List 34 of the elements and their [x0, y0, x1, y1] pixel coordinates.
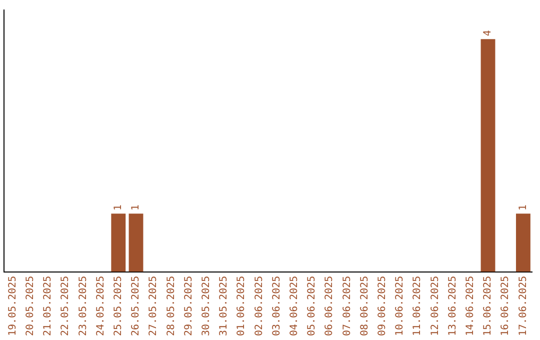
- x-tick-label: 25.05.2025: [112, 276, 124, 336]
- x-tick-label: 06.06.2025: [324, 276, 336, 336]
- x-tick-label: 19.05.2025: [7, 276, 18, 336]
- x-tick-label: 26.05.2025: [130, 276, 142, 336]
- x-tick-label: 15.06.2025: [482, 276, 494, 336]
- x-tick-label: 14.06.2025: [464, 276, 476, 336]
- data-label: 1: [130, 204, 142, 211]
- x-tick-label: 17.06.2025: [518, 276, 529, 336]
- data-label: 4: [482, 30, 494, 36]
- x-tick-label: 30.05.2025: [200, 276, 212, 336]
- x-tick-label: 04.06.2025: [288, 276, 300, 336]
- x-tick-label: 16.06.2025: [500, 276, 512, 336]
- x-tick-label: 12.06.2025: [430, 276, 441, 336]
- x-tick-label: 10.06.2025: [394, 276, 406, 336]
- x-tick-label: 01.06.2025: [236, 276, 248, 336]
- x-tick-label: 28.05.2025: [166, 276, 177, 336]
- x-tick-label: 24.05.2025: [95, 276, 106, 336]
- x-tick-label: 07.06.2025: [342, 276, 353, 336]
- x-tick-label: 21.05.2025: [42, 276, 54, 336]
- x-tick-label: 03.06.2025: [271, 276, 282, 336]
- x-tick-label: 20.05.2025: [24, 276, 36, 336]
- data-label: 1: [112, 204, 124, 211]
- x-tick-label: 22.05.2025: [60, 276, 72, 336]
- x-tick-label: 29.05.2025: [183, 276, 194, 336]
- x-tick-label: 05.06.2025: [306, 276, 318, 336]
- x-tick-label: 08.06.2025: [359, 276, 370, 336]
- x-tick-label: 13.06.2025: [447, 276, 458, 336]
- x-tick-label: 23.05.2025: [78, 276, 89, 336]
- x-tick-label: 09.06.2025: [376, 276, 388, 336]
- x-tick-label: 31.05.2025: [218, 276, 230, 336]
- x-tick-label: 27.05.2025: [148, 276, 160, 336]
- x-tick-label: 02.06.2025: [254, 276, 265, 336]
- x-tick-label: 11.06.2025: [412, 276, 424, 336]
- data-label: 1: [518, 204, 529, 211]
